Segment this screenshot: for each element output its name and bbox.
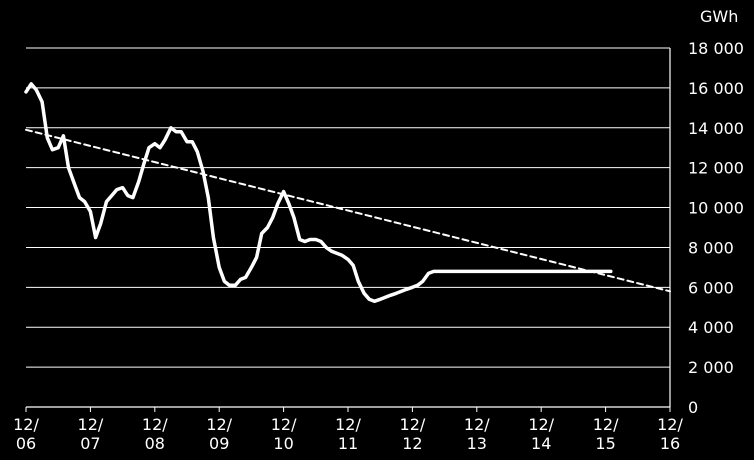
x-tick-label-line2: 15: [595, 434, 615, 453]
x-tick-label-line2: 07: [80, 434, 100, 453]
x-tick-label-line1: 12/: [142, 415, 168, 434]
chart-axes: [25, 48, 671, 412]
trend-line: [25, 128, 671, 293]
x-tick-labels: 12/0612/0712/0812/0912/1012/1112/1212/13…: [13, 415, 683, 453]
y-unit-label: GWh: [700, 7, 738, 26]
y-tick-label: 16 000: [688, 79, 744, 98]
series-group: [24, 82, 671, 304]
x-tick-label-line1: 12/: [206, 415, 232, 434]
y-tick-label: 12 000: [688, 159, 744, 178]
x-tick-label-line2: 08: [145, 434, 165, 453]
grid-lines: [26, 47, 670, 368]
y-tick-label: 8 000: [688, 238, 734, 257]
y-tick-label: 14 000: [688, 119, 744, 138]
y-tick-label: 18 000: [688, 39, 744, 58]
x-tick-label-line2: 14: [531, 434, 551, 453]
x-tick-label-line1: 12/: [528, 415, 554, 434]
y-tick-label: 6 000: [688, 278, 734, 297]
x-tick-label-line1: 12/: [400, 415, 426, 434]
x-tick-label-line1: 12/: [464, 415, 490, 434]
x-tick-label-line2: 12: [402, 434, 422, 453]
x-tick-label-line2: 11: [338, 434, 358, 453]
x-tick-label-line1: 12/: [657, 415, 683, 434]
series-line: [24, 82, 613, 304]
y-tick-label: 0: [688, 398, 698, 417]
x-tick-label-line2: 09: [209, 434, 229, 453]
x-tick-label-line2: 16: [660, 434, 680, 453]
y-tick-label: 4 000: [688, 318, 734, 337]
x-tick-label-line1: 12/: [13, 415, 39, 434]
x-tick-label-line1: 12/: [593, 415, 619, 434]
x-tick-label-line1: 12/: [271, 415, 297, 434]
x-tick-label-line2: 10: [273, 434, 293, 453]
x-tick-label-line2: 13: [467, 434, 487, 453]
x-tick-label-line1: 12/: [335, 415, 361, 434]
x-tick-label-line1: 12/: [78, 415, 104, 434]
y-tick-label: 2 000: [688, 358, 734, 377]
y-tick-label: 10 000: [688, 199, 744, 218]
y-tick-labels: 0 2 000 4 000 6 000 8 000 10 000 12 000 14 000 1…: [688, 39, 744, 417]
x-tick-label-line2: 06: [16, 434, 36, 453]
